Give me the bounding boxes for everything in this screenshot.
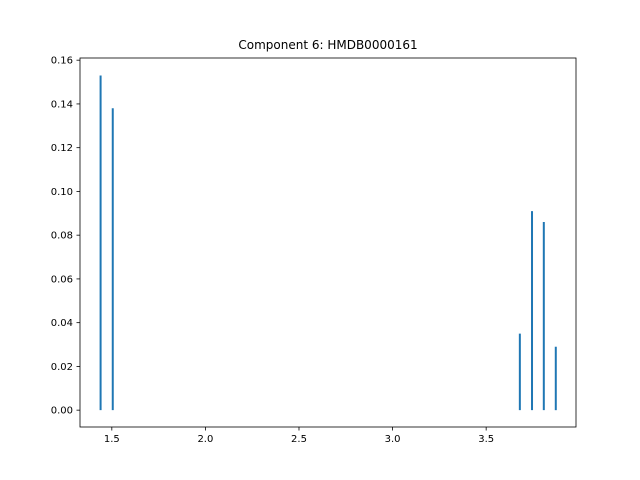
x-tick-label: 3.5	[478, 434, 494, 445]
y-tick-label: 0.14	[51, 99, 73, 110]
x-tick-label: 3.0	[385, 434, 401, 445]
y-tick-label: 0.16	[51, 56, 73, 67]
y-tick-label: 0.02	[51, 362, 73, 373]
y-tick-label: 0.04	[51, 318, 73, 329]
y-tick-label: 0.06	[51, 274, 73, 285]
chart-title: Component 6: HMDB0000161	[238, 38, 417, 52]
x-tick-label: 1.5	[104, 434, 120, 445]
plot-area: 1.5 2.0 2.5 3.0 3.5 0.00 0.02 0.04 0.06 0.08 0.10…	[51, 56, 577, 445]
y-tick-label: 0.12	[51, 143, 73, 154]
bars	[99, 75, 557, 411]
y-axis: 0.00 0.02 0.04 0.06 0.08 0.10 0.12 0.14 0.16	[51, 56, 80, 417]
axes-frame	[79, 57, 577, 428]
x-tick-label: 2.0	[197, 434, 213, 445]
y-tick-label: 0.10	[51, 187, 73, 198]
y-tick-label: 0.00	[51, 406, 73, 417]
y-tick-label: 0.08	[51, 231, 73, 242]
x-axis: 1.5 2.0 2.5 3.0 3.5	[104, 427, 494, 445]
x-tick-label: 2.5	[291, 434, 307, 445]
